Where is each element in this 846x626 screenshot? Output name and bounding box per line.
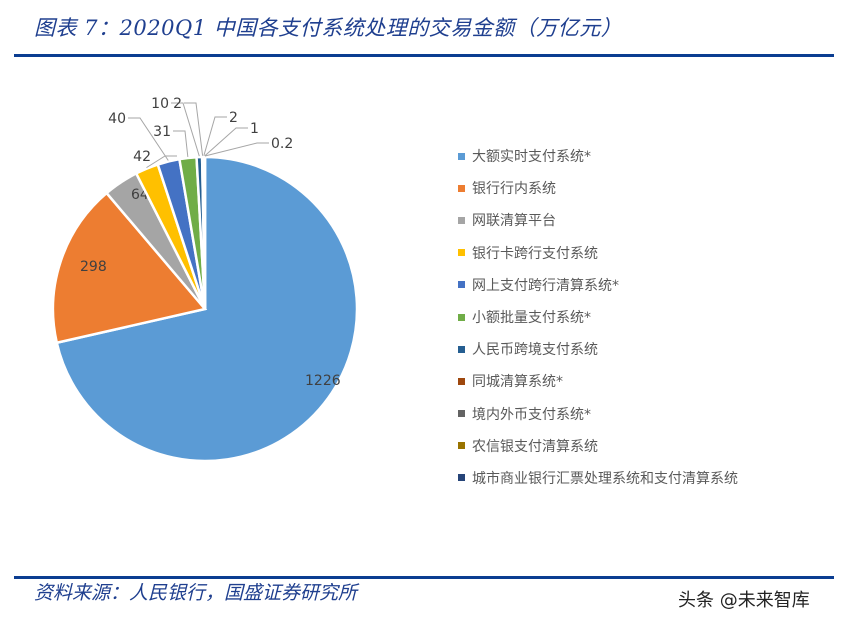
legend-item: 小额批量支付系统* xyxy=(458,301,738,333)
leader-line xyxy=(171,102,200,157)
data-label: 42 xyxy=(133,149,151,165)
legend-swatch xyxy=(458,410,465,418)
legend-swatch xyxy=(458,442,465,450)
legend-label: 银行卡跨行支付系统 xyxy=(472,245,598,262)
legend-label: 农信银支付清算系统 xyxy=(472,438,598,455)
legend-swatch xyxy=(458,281,465,289)
data-label: 2 xyxy=(229,110,238,126)
legend-label: 人民币跨境支付系统 xyxy=(472,342,598,359)
data-label: 1226 xyxy=(305,373,341,389)
legend-item: 网上支付跨行清算系统* xyxy=(458,269,738,301)
leader-line xyxy=(203,116,227,157)
source-note: 资料来源：人民银行，国盛证券研究所 xyxy=(34,582,358,604)
legend-item: 银行行内系统 xyxy=(458,172,738,204)
pie-slice xyxy=(51,191,208,345)
leader-line xyxy=(204,142,269,157)
leader-line xyxy=(184,102,204,157)
legend-item: 境内外币支付系统* xyxy=(458,398,738,430)
data-label: 298 xyxy=(80,259,107,275)
legend-swatch xyxy=(458,249,465,257)
legend-swatch xyxy=(458,474,465,482)
legend-item: 大额实时支付系统* xyxy=(458,140,738,172)
footer-divider xyxy=(14,576,834,579)
pie-slice xyxy=(55,155,359,463)
legend-item: 人民币跨境支付系统 xyxy=(458,333,738,365)
watermark: 头条 @未来智库 xyxy=(678,590,810,611)
legend-swatch xyxy=(458,152,465,160)
legend-item: 网联清算平台 xyxy=(458,204,738,236)
legend-label: 境内外币支付系统* xyxy=(472,406,591,423)
legend-swatch xyxy=(458,377,465,385)
legend-label: 城市商业银行汇票处理系统和支付清算系统 xyxy=(472,470,738,487)
legend-label: 大额实时支付系统* xyxy=(472,149,591,166)
legend-item: 城市商业银行汇票处理系统和支付清算系统 xyxy=(458,462,738,494)
legend-swatch xyxy=(458,345,465,353)
legend-label: 网上支付跨行清算系统* xyxy=(472,277,619,294)
legend-item: 同城清算系统* xyxy=(458,365,738,397)
data-label: 10 xyxy=(151,96,169,112)
legend-swatch xyxy=(458,184,465,192)
legend-label: 网联清算平台 xyxy=(472,213,556,230)
data-label: 0.2 xyxy=(271,136,293,152)
legend-swatch xyxy=(458,313,465,321)
leader-line xyxy=(128,117,169,161)
legend-swatch xyxy=(458,216,465,224)
legend-item: 银行卡跨行支付系统 xyxy=(458,237,738,269)
chart-title: 图表 7：2020Q1 中国各支付系统处理的交易金额（万亿元） xyxy=(34,16,623,40)
data-label: 40 xyxy=(108,111,126,127)
legend-label: 同城清算系统* xyxy=(472,374,563,391)
header-divider xyxy=(14,54,834,57)
legend-label: 银行行内系统 xyxy=(472,181,556,198)
legend-label: 小额批量支付系统* xyxy=(472,310,591,327)
leader-line xyxy=(204,127,248,157)
chart-legend: 大额实时支付系统* 银行行内系统 网联清算平台银行卡跨行支付系统网上支付跨行清算系统… xyxy=(458,140,738,494)
legend-item: 农信银支付清算系统 xyxy=(458,430,738,462)
data-label: 31 xyxy=(153,124,171,140)
data-label: 2 xyxy=(173,96,182,112)
leader-line xyxy=(173,130,189,158)
data-label: 1 xyxy=(250,121,259,137)
